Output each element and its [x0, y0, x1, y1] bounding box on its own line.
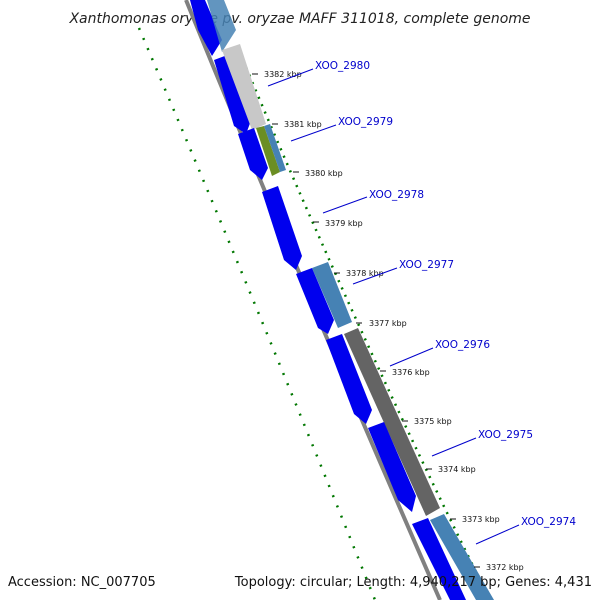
gene-label[interactable]: XOO_2974 — [521, 516, 576, 528]
gene-feature — [256, 126, 280, 176]
tick-label: 3382 kbp — [264, 70, 302, 79]
gene-label[interactable]: XOO_2975 — [478, 429, 533, 441]
gc-track-outer — [137, 27, 377, 600]
gene-feature — [430, 514, 494, 600]
gc-track-inner — [241, 59, 492, 600]
gene-feature — [238, 128, 268, 180]
gene-features — [190, 0, 494, 600]
gene-label[interactable]: XOO_2980 — [315, 60, 370, 72]
tick-label: 3381 kbp — [284, 120, 322, 129]
gene-leaders — [267, 68, 520, 545]
tick-label: 3376 kbp — [392, 368, 430, 377]
gene-feature — [214, 54, 252, 134]
gene-feature — [222, 44, 266, 130]
gene-feature — [207, 0, 236, 52]
gene-feature — [312, 262, 352, 328]
tick-label: 3378 kbp — [346, 269, 384, 278]
gene-label[interactable]: XOO_2979 — [338, 116, 393, 128]
tick-label: 3377 kbp — [369, 319, 407, 328]
gene-labels: XOO_2980 XOO_2979 XOO_2978 XOO_2977 XOO_… — [315, 60, 576, 528]
gene-feature — [262, 186, 302, 270]
tick-label: 3374 kbp — [438, 465, 476, 474]
tick-label: 3373 kbp — [462, 515, 500, 524]
gene-feature — [264, 124, 286, 172]
gene-feature — [344, 328, 440, 516]
tick-label: 3380 kbp — [305, 169, 343, 178]
gene-feature — [368, 422, 416, 512]
tick-marks — [252, 73, 480, 568]
gene-label[interactable]: XOO_2978 — [369, 189, 424, 201]
tick-label: 3375 kbp — [414, 417, 452, 426]
tick-label: 3379 kbp — [325, 219, 363, 228]
gene-feature — [326, 334, 372, 424]
summary-text: Topology: circular; Length: 4,940,217 bp… — [234, 575, 592, 590]
gene-label[interactable]: XOO_2976 — [435, 339, 490, 351]
tick-labels: 3382 kbp 3381 kbp 3380 kbp 3379 kbp 3378… — [264, 70, 524, 572]
map-title: Xanthomonas oryzae pv. oryzae MAFF 31101… — [68, 11, 530, 27]
gene-label[interactable]: XOO_2977 — [399, 259, 454, 271]
gene-feature — [412, 518, 466, 600]
tick-label: 3372 kbp — [486, 563, 524, 572]
gene-feature — [190, 0, 222, 56]
accession-text: Accession: NC_007705 — [8, 575, 156, 590]
gene-feature — [296, 268, 334, 334]
